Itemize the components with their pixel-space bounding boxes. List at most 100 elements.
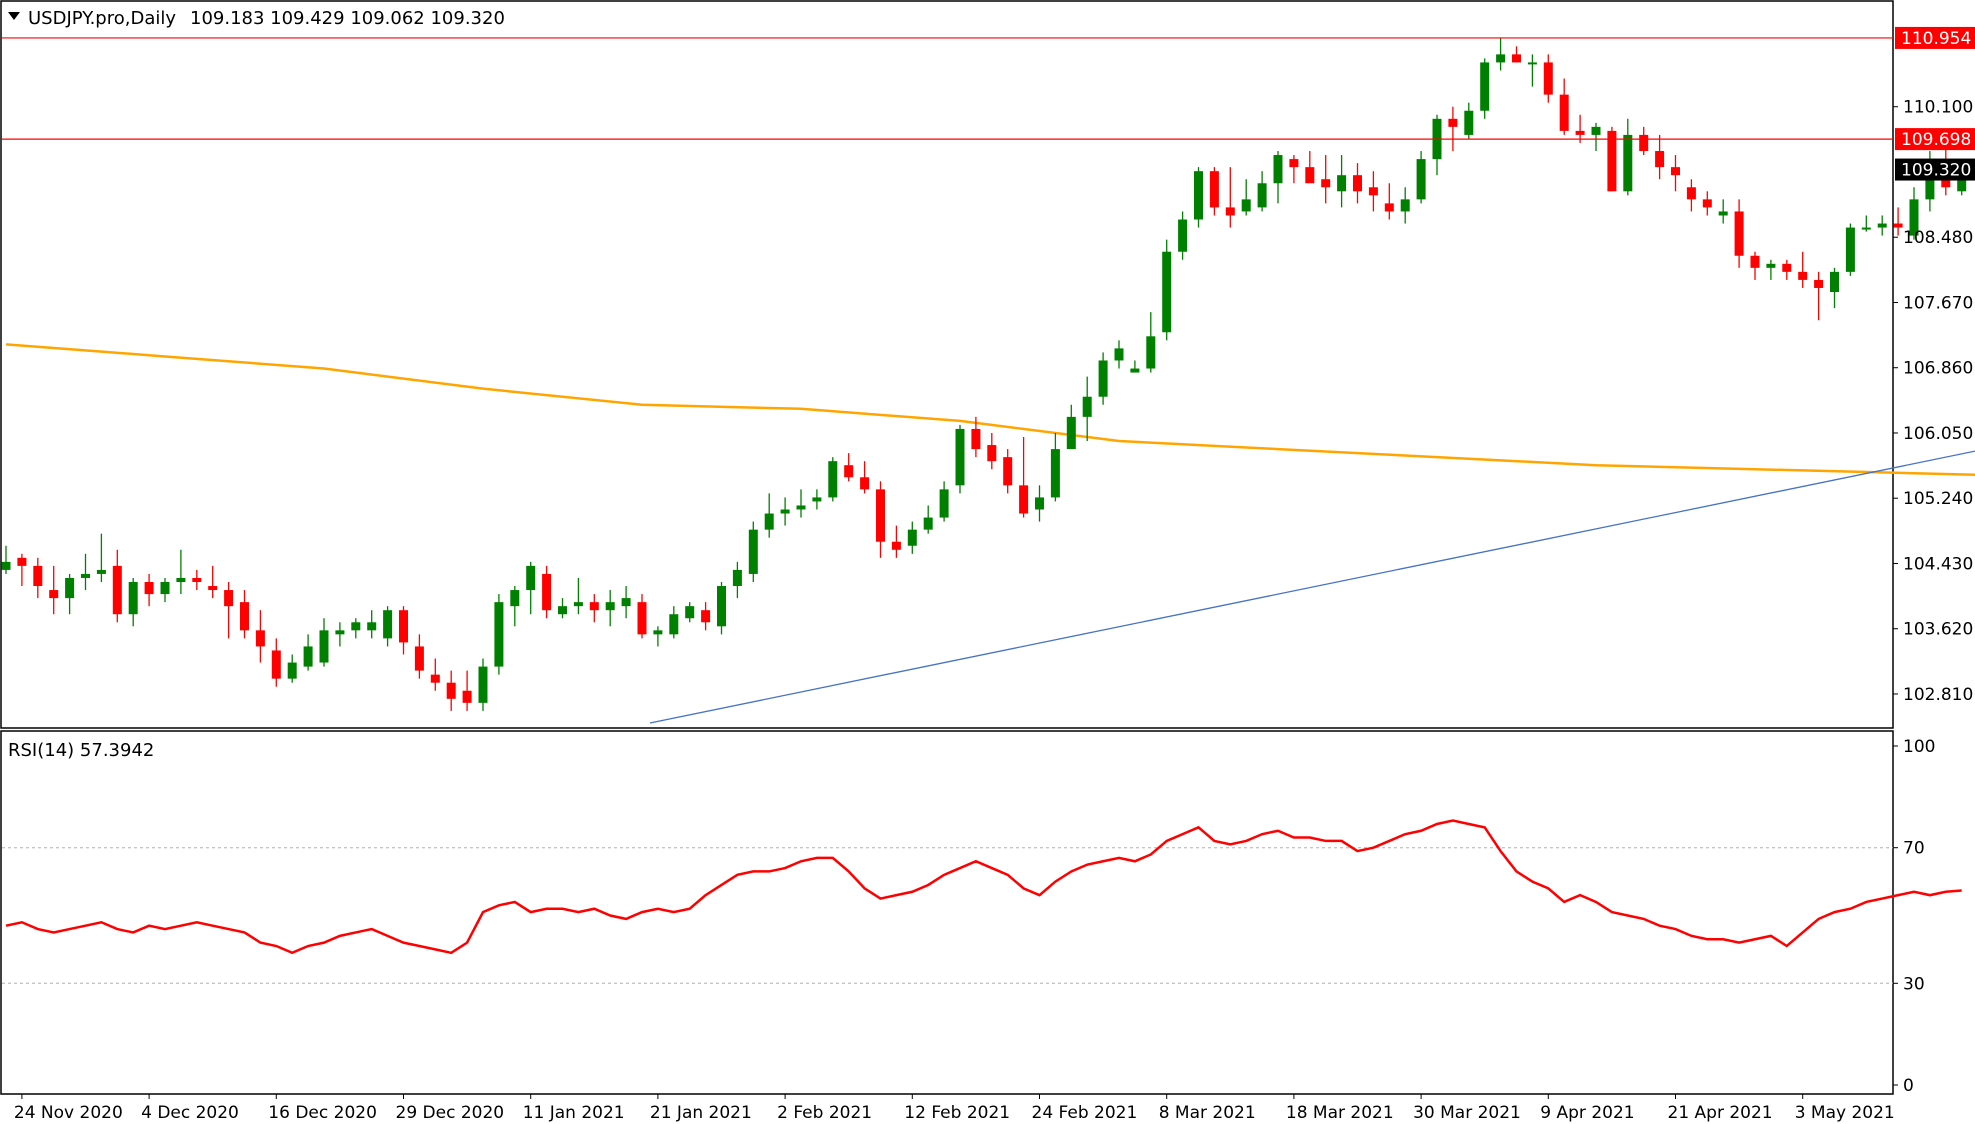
- horizontal-lines-layer: 110.954 109.698 109.320: [2, 26, 1975, 181]
- candle: [669, 606, 679, 639]
- candle: [1289, 155, 1299, 184]
- candle-body: [1623, 134, 1633, 192]
- candle-body: [1178, 219, 1188, 252]
- rsi-tick-label: 0: [1903, 1076, 1914, 1096]
- candle: [1416, 151, 1426, 204]
- candle-body: [1512, 54, 1521, 63]
- candle: [1686, 179, 1696, 212]
- candle-body: [1066, 416, 1076, 450]
- candle: [335, 622, 345, 647]
- candle-body: [1671, 167, 1680, 176]
- candle-body: [573, 602, 583, 607]
- price-tick-label: 105.240: [1903, 489, 1973, 509]
- candle-body: [287, 662, 297, 679]
- candle: [1, 545, 11, 574]
- candle-body: [1050, 449, 1060, 498]
- candle-body: [414, 646, 424, 671]
- candle-body: [1814, 279, 1824, 288]
- candle: [1209, 167, 1219, 216]
- candle: [1066, 404, 1076, 450]
- candle-body: [701, 610, 711, 623]
- rsi-label: RSI(14) 57.3942: [8, 740, 154, 761]
- candle: [558, 598, 567, 619]
- candle-body: [1162, 251, 1172, 333]
- candle-body: [351, 622, 361, 631]
- candle: [1448, 106, 1458, 152]
- candle: [510, 586, 520, 627]
- candle-body: [494, 602, 504, 667]
- candle: [573, 577, 583, 615]
- candle-body: [1225, 207, 1235, 216]
- candle-body: [907, 529, 917, 546]
- candle-body: [1782, 263, 1792, 272]
- candle-body: [255, 630, 265, 647]
- candle: [1305, 151, 1315, 184]
- candle: [1591, 122, 1601, 152]
- candle: [1607, 126, 1617, 192]
- main-pane-frame: [0, 0, 1894, 729]
- symbol-menu-icon[interactable]: [8, 12, 20, 20]
- candle-body: [1, 561, 11, 570]
- candle-body: [653, 630, 663, 635]
- candle: [287, 654, 297, 683]
- candle: [717, 582, 726, 635]
- candle-body: [748, 529, 758, 574]
- price-tick-label: 110.100: [1903, 98, 1973, 118]
- candle-body: [1368, 187, 1378, 196]
- candle: [605, 590, 615, 627]
- date-tick-label: 21 Apr 2021: [1668, 1103, 1773, 1123]
- candle: [1432, 114, 1442, 176]
- candle-body: [383, 610, 393, 639]
- candle-body: [1734, 211, 1744, 256]
- candle-body: [685, 606, 695, 619]
- candle-body: [430, 674, 440, 683]
- date-tick-label: 4 Dec 2020: [141, 1103, 239, 1123]
- candle-body: [128, 582, 138, 615]
- candle: [939, 481, 949, 522]
- candle-body: [160, 582, 170, 595]
- date-tick-label: 12 Feb 2021: [904, 1103, 1010, 1123]
- candle-body: [65, 577, 75, 599]
- candle-body: [1909, 199, 1919, 236]
- rsi-layer: [5, 819, 1962, 955]
- candle-body: [1305, 167, 1315, 184]
- date-tick-label: 21 Jan 2021: [650, 1103, 752, 1123]
- candle-body: [240, 602, 249, 631]
- symbol-label: USDJPY.pro,Daily: [28, 8, 176, 29]
- candle-body: [1400, 199, 1410, 212]
- candle-body: [732, 569, 742, 587]
- candle-body: [1019, 485, 1029, 514]
- candle-body: [717, 586, 726, 627]
- date-tick-label: 24 Feb 2021: [1032, 1103, 1138, 1123]
- candle: [701, 602, 711, 631]
- candle-body: [271, 650, 281, 679]
- candle: [367, 610, 377, 639]
- candle: [907, 521, 917, 554]
- candle-body: [589, 602, 599, 611]
- candle: [224, 582, 234, 639]
- candle: [462, 670, 472, 711]
- rsi-pane-frame: [0, 730, 1894, 1095]
- candle: [1384, 183, 1394, 220]
- candle-body: [939, 489, 949, 518]
- candle: [494, 594, 504, 675]
- candle-body: [1766, 263, 1776, 268]
- current-price-label: 109.320: [1901, 161, 1971, 181]
- candle: [1766, 259, 1776, 280]
- candle: [1146, 312, 1156, 373]
- candle-body: [1702, 199, 1712, 208]
- candle: [1909, 187, 1919, 240]
- candle-body: [1655, 151, 1665, 168]
- candle-body: [1353, 175, 1362, 192]
- candle-body: [1798, 271, 1808, 280]
- date-tick-label: 30 Mar 2021: [1413, 1103, 1521, 1123]
- candle-body: [1321, 179, 1331, 188]
- candle-body: [1416, 159, 1426, 200]
- candle: [637, 594, 647, 639]
- candle-body: [49, 590, 59, 599]
- candle-body: [955, 428, 965, 486]
- candle: [1750, 251, 1760, 280]
- candle: [1035, 485, 1044, 522]
- rsi-tick-label: 100: [1903, 737, 1935, 757]
